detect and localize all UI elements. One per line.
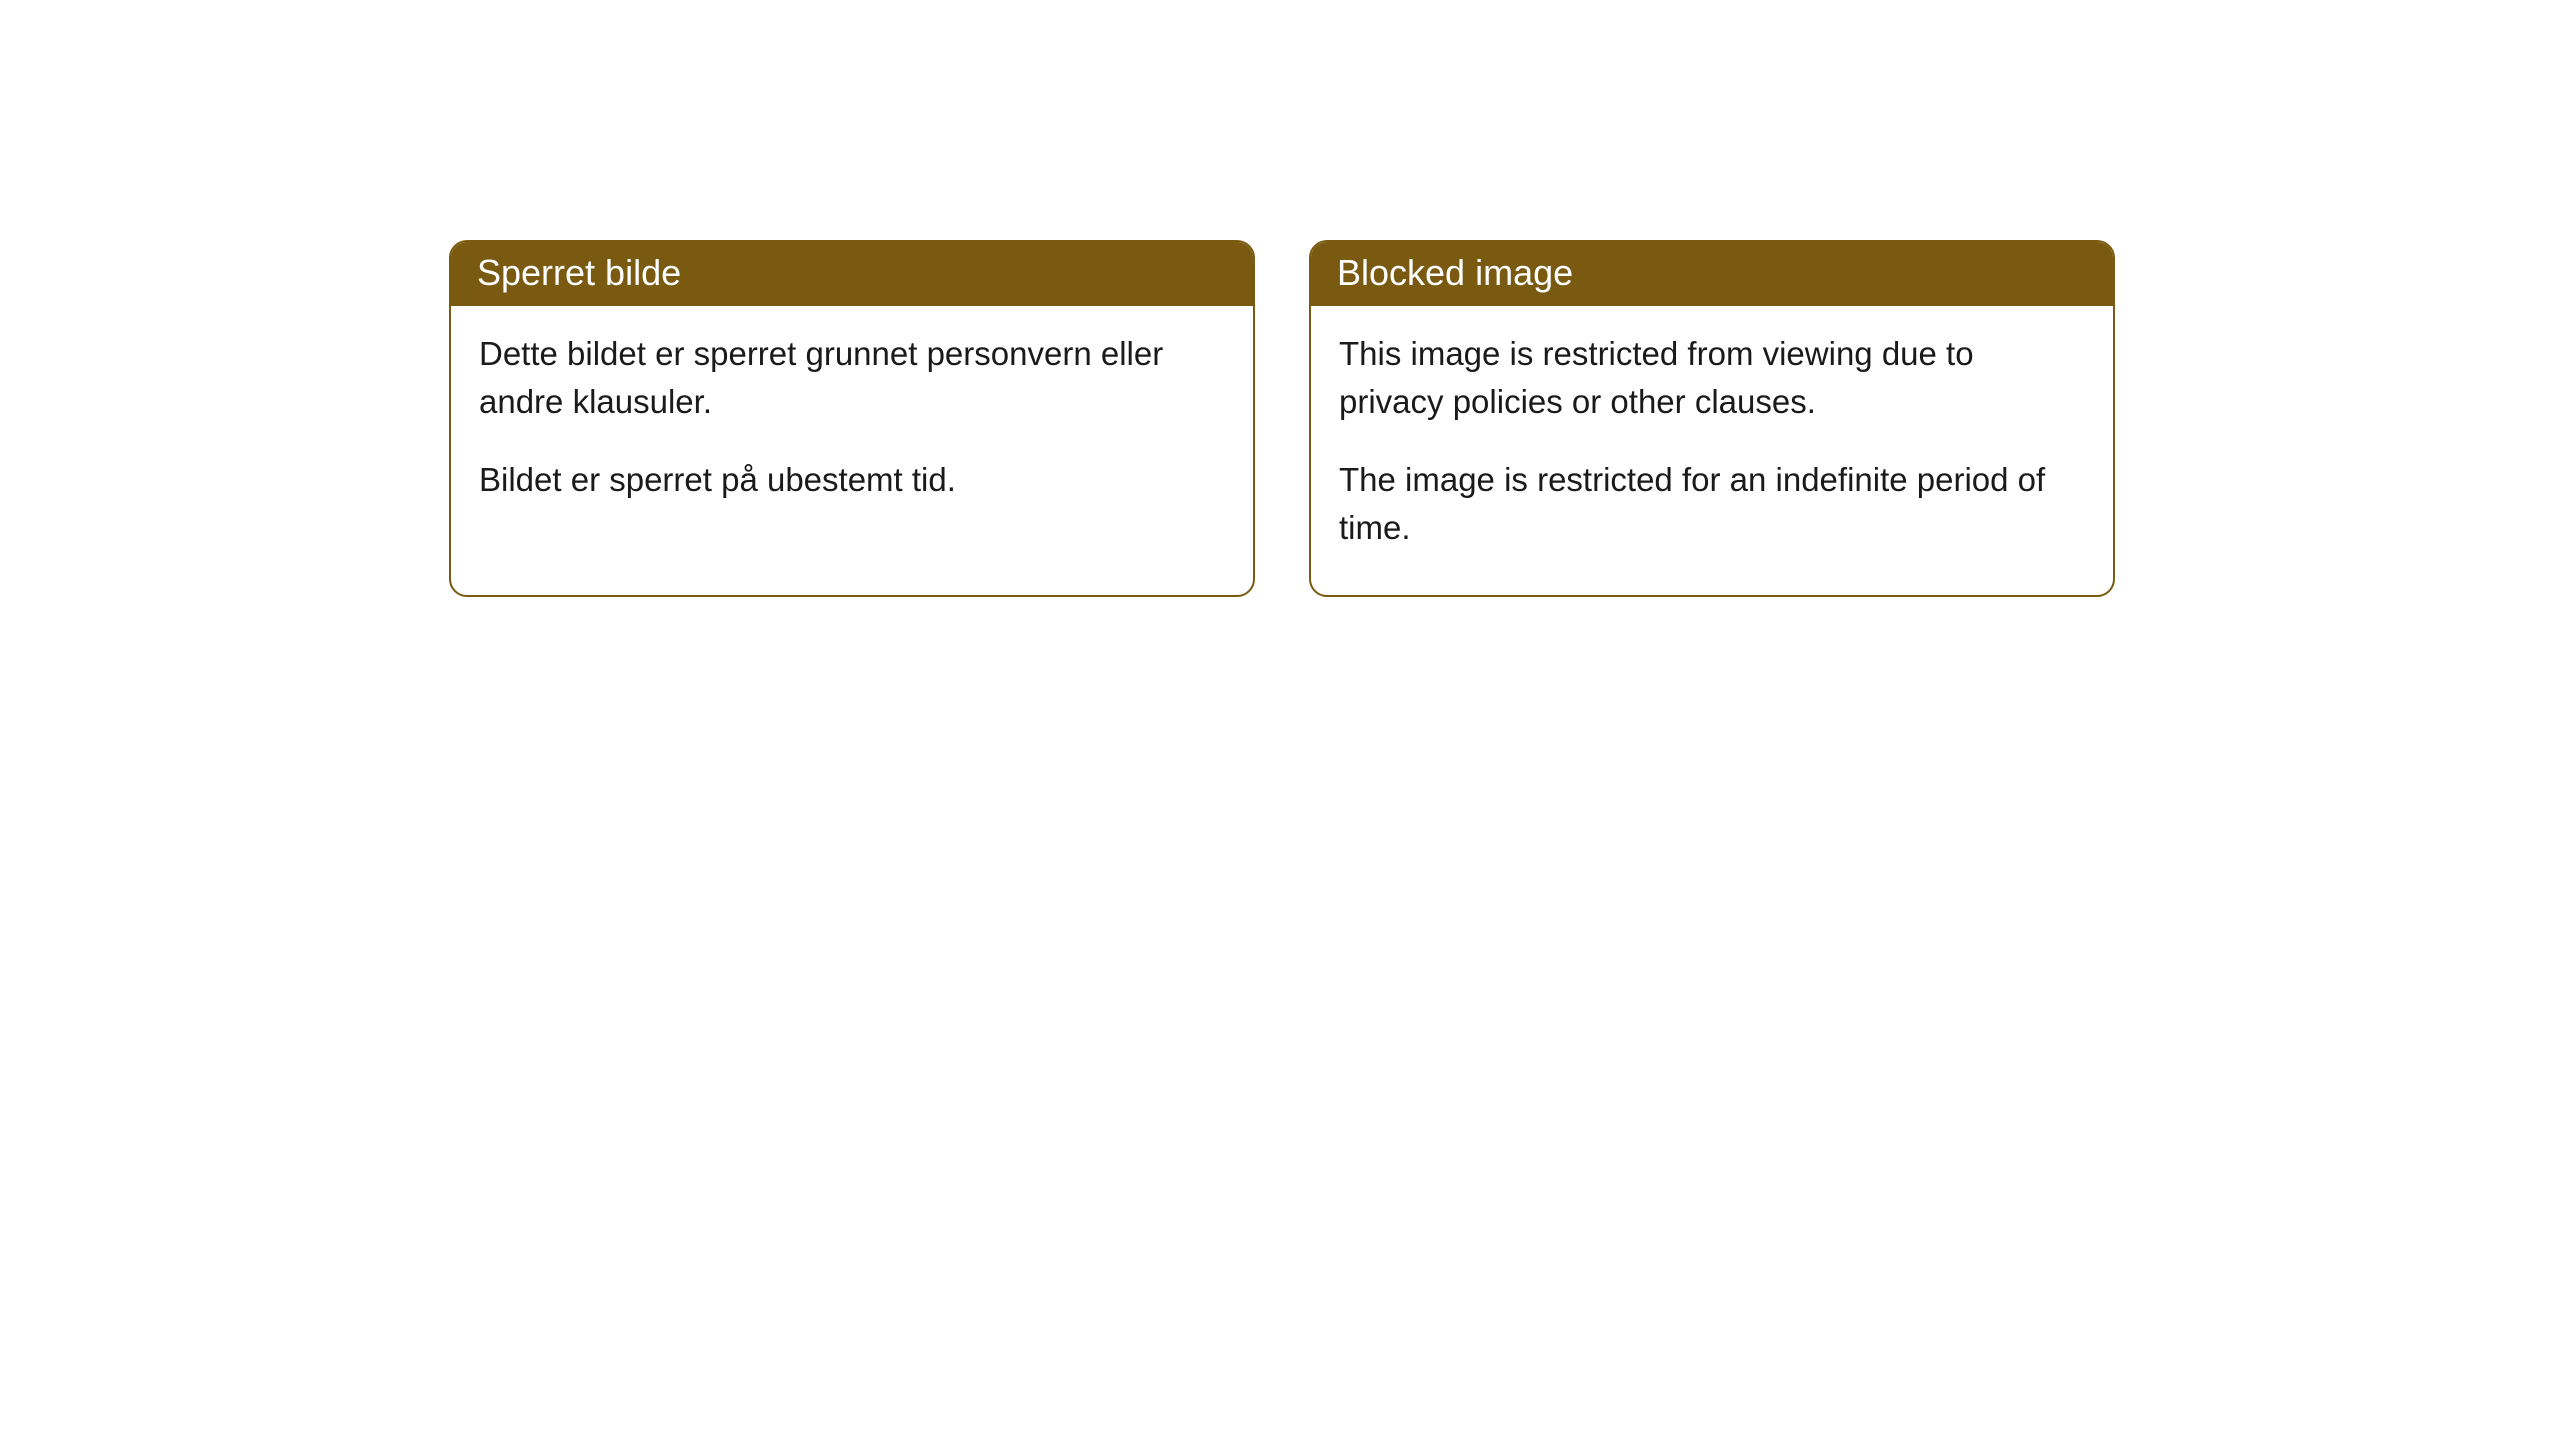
card-paragraph-1: This image is restricted from viewing du… bbox=[1339, 330, 2085, 426]
card-body-norwegian: Dette bildet er sperret grunnet personve… bbox=[451, 306, 1253, 548]
card-header-norwegian: Sperret bilde bbox=[451, 242, 1253, 306]
card-title: Blocked image bbox=[1337, 252, 1573, 293]
notice-card-norwegian: Sperret bilde Dette bildet er sperret gr… bbox=[449, 240, 1255, 597]
card-body-english: This image is restricted from viewing du… bbox=[1311, 306, 2113, 595]
card-paragraph-2: Bildet er sperret på ubestemt tid. bbox=[479, 456, 1225, 504]
card-paragraph-2: The image is restricted for an indefinit… bbox=[1339, 456, 2085, 552]
card-title: Sperret bilde bbox=[477, 252, 681, 293]
notice-cards-container: Sperret bilde Dette bildet er sperret gr… bbox=[449, 240, 2115, 597]
card-header-english: Blocked image bbox=[1311, 242, 2113, 306]
notice-card-english: Blocked image This image is restricted f… bbox=[1309, 240, 2115, 597]
card-paragraph-1: Dette bildet er sperret grunnet personve… bbox=[479, 330, 1225, 426]
